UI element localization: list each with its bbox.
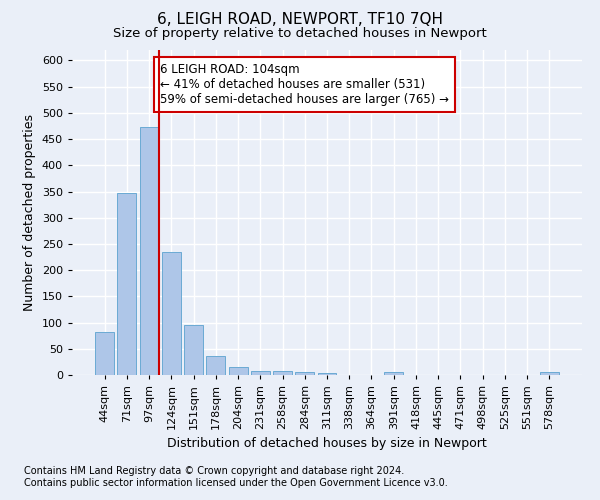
Bar <box>317 374 337 375</box>
Text: Contains HM Land Registry data © Crown copyright and database right 2024.
Contai: Contains HM Land Registry data © Crown c… <box>24 466 448 487</box>
Text: Size of property relative to detached houses in Newport: Size of property relative to detached ho… <box>113 28 487 40</box>
Text: 6 LEIGH ROAD: 104sqm
← 41% of detached houses are smaller (531)
59% of semi-deta: 6 LEIGH ROAD: 104sqm ← 41% of detached h… <box>160 63 449 106</box>
Bar <box>384 372 403 375</box>
Bar <box>251 371 270 375</box>
Bar <box>295 372 314 375</box>
Text: 6, LEIGH ROAD, NEWPORT, TF10 7QH: 6, LEIGH ROAD, NEWPORT, TF10 7QH <box>157 12 443 28</box>
Bar <box>273 371 292 375</box>
Bar <box>118 192 136 375</box>
Bar <box>229 366 248 375</box>
Bar <box>95 332 114 375</box>
Bar <box>140 126 158 375</box>
Bar <box>540 372 559 375</box>
Bar <box>162 252 181 375</box>
Bar <box>184 324 203 375</box>
Bar <box>206 356 225 375</box>
Y-axis label: Number of detached properties: Number of detached properties <box>23 114 36 311</box>
X-axis label: Distribution of detached houses by size in Newport: Distribution of detached houses by size … <box>167 438 487 450</box>
